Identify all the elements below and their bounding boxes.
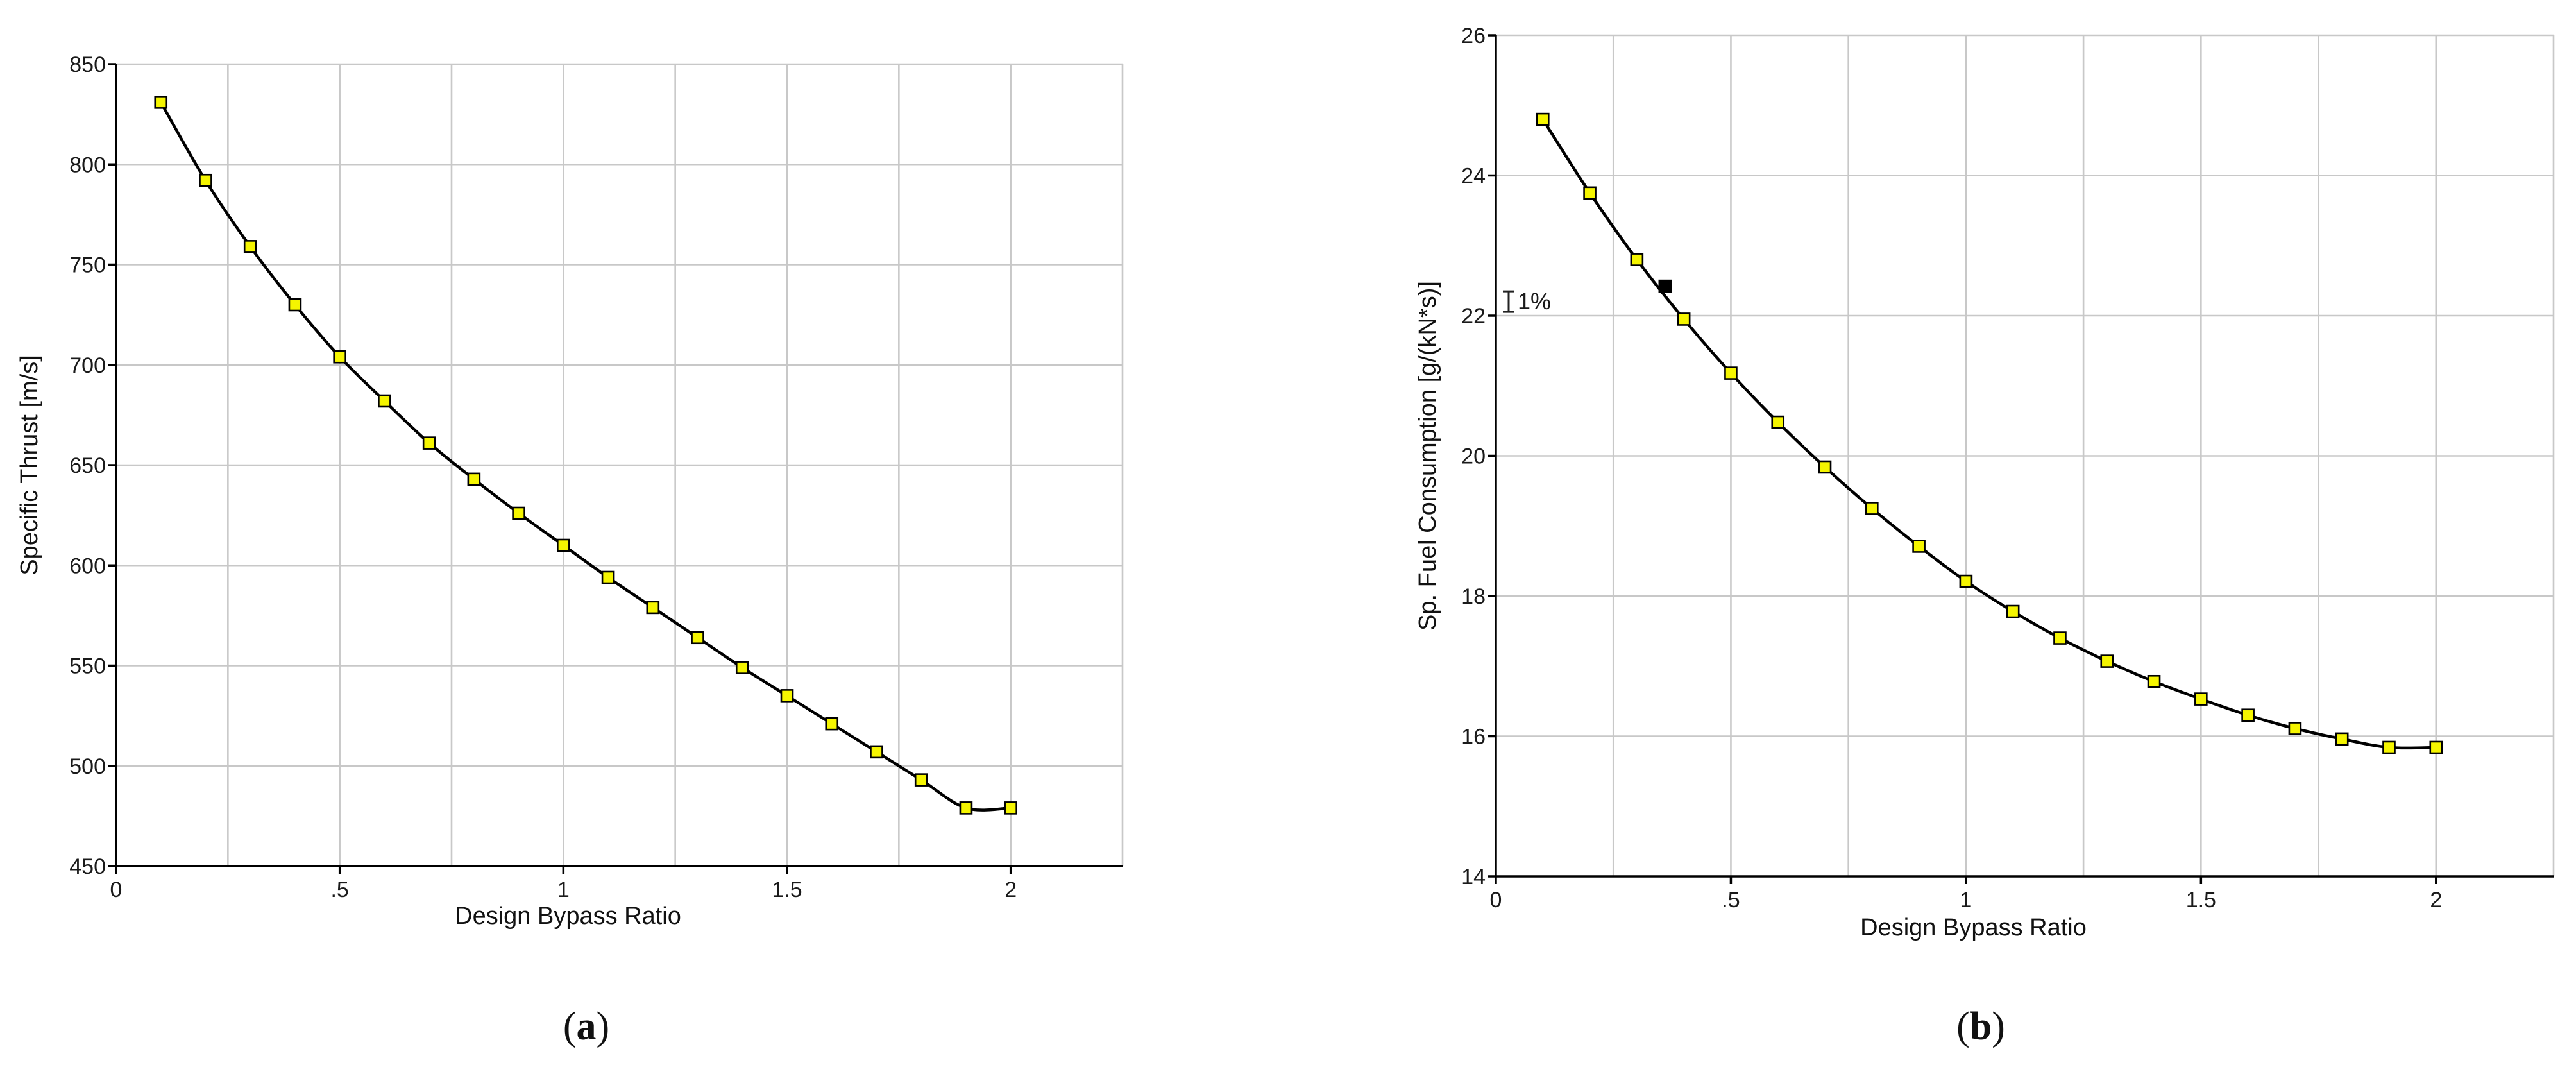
design-point-marker (1658, 279, 1672, 293)
x-tick-label: .5 (1722, 888, 1740, 912)
data-point-marker (2053, 631, 2067, 645)
chart-panel-b: 0 .5 1 1.5 2 14 16 18 20 22 24 26 Design Bypass Rati… (1414, 24, 2555, 1048)
y-tick-label: 700 (69, 354, 106, 378)
x-tick-label: 1 (1960, 888, 1972, 912)
x-tick-label: 0 (110, 878, 123, 902)
data-point-marker (1912, 540, 1926, 553)
panel-caption: (b) (1956, 1005, 2005, 1048)
y-tick-label: 18 (1461, 584, 1486, 609)
data-point-marker (691, 631, 704, 645)
data-point-marker (1630, 253, 1644, 266)
data-point-marker (1818, 460, 1832, 474)
y-axis-title: Sp. Fuel Consumption [g/(kN*s)] (1414, 281, 1441, 631)
data-point-marker (378, 394, 391, 408)
y-tick-label: 600 (69, 554, 106, 578)
data-point-marker (2241, 708, 2255, 722)
series-line (1541, 118, 2436, 750)
data-point-marker (601, 570, 615, 584)
data-point-marker (870, 745, 883, 759)
series-line (159, 101, 1011, 812)
data-point-marker (1771, 415, 1785, 429)
data-point-marker (467, 472, 481, 486)
y-tick-label: 550 (69, 654, 106, 679)
data-point-marker (1677, 312, 1691, 326)
data-point-marker (333, 350, 346, 364)
data-point-marker (288, 298, 302, 312)
data-point-marker (780, 689, 794, 703)
chart-panel-a: 0 .5 1 1.5 2 450 500 550 600 650 700 750 800 850 Desig… (16, 53, 1124, 1048)
x-axis-title: Design Bypass Ratio (1860, 914, 2087, 941)
data-point-marker (2100, 654, 2114, 668)
data-point-marker (422, 436, 436, 450)
y-axis-title: Specific Thrust [m/s] (16, 355, 43, 575)
y-tick-label: 450 (69, 855, 106, 879)
data-point-marker (914, 773, 928, 787)
panel-caption-letter: a (577, 1005, 597, 1048)
x-tick-label: 0 (1490, 888, 1502, 912)
y-tick-label: 26 (1461, 24, 1486, 48)
y-tick-label: 16 (1461, 725, 1486, 749)
data-point-marker (199, 173, 212, 187)
panel-caption: (a) (563, 1005, 609, 1048)
x-tick-label: 1 (557, 878, 570, 902)
data-point-marker (2288, 722, 2302, 735)
data-point-marker (2006, 604, 2020, 618)
y-tick-label: 14 (1461, 865, 1486, 889)
x-tick-label: 2 (2430, 888, 2442, 912)
data-point-marker (1959, 574, 1973, 588)
panel-caption-letter: b (1970, 1005, 1992, 1048)
data-point-marker (959, 801, 973, 815)
data-point-marker (2194, 692, 2208, 706)
y-tick-label: 800 (69, 153, 106, 177)
data-point-marker (1583, 186, 1597, 200)
data-point-marker (2147, 674, 2161, 688)
y-tick-label: 22 (1461, 304, 1486, 328)
y-tick-label: 850 (69, 53, 106, 77)
data-point-marker (557, 538, 570, 552)
data-point-marker (243, 240, 257, 253)
data-point-marker (1536, 112, 1550, 126)
x-tick-label: 1.5 (2186, 888, 2216, 912)
data-point-marker (512, 506, 525, 520)
data-point-marker (1004, 801, 1017, 815)
data-point-marker (2335, 732, 2349, 746)
data-point-marker (825, 717, 839, 731)
data-point-marker (735, 661, 749, 674)
data-point-marker (2429, 740, 2443, 754)
y-tick-label: 650 (69, 454, 106, 478)
y-tick-label: 500 (69, 754, 106, 779)
data-point-marker (1724, 366, 1738, 380)
x-axis-title: Design Bypass Ratio (455, 903, 681, 930)
y-tick-label: 20 (1461, 445, 1486, 469)
x-tick-label: 2 (1004, 878, 1017, 902)
x-tick-label: 1.5 (772, 878, 802, 902)
data-point-marker (154, 96, 168, 109)
y-tick-label: 750 (69, 253, 106, 278)
y-tick-label: 24 (1461, 164, 1486, 189)
annotation-label: 1% (1518, 288, 1551, 314)
data-point-marker (646, 601, 660, 615)
data-point-marker (1865, 502, 1879, 515)
x-tick-label: .5 (330, 878, 348, 902)
data-point-marker (2382, 740, 2396, 754)
